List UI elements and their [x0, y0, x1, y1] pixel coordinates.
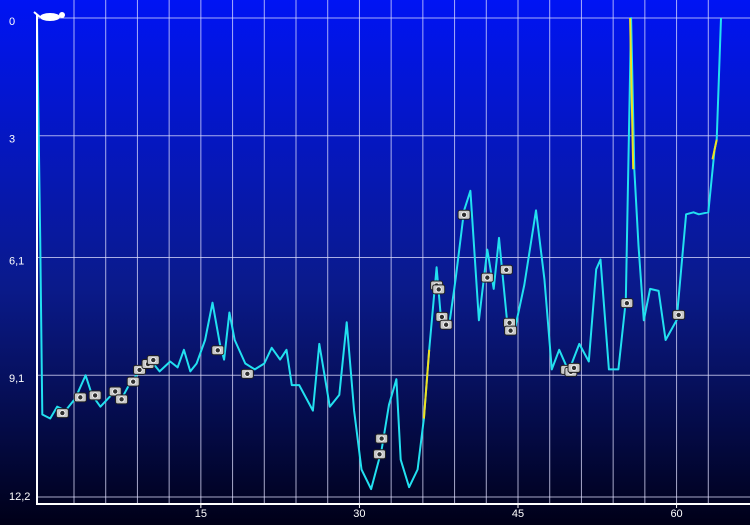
photo-icon-lens	[675, 311, 682, 318]
photo-marker	[126, 376, 140, 387]
photo-icon-lens	[77, 394, 84, 401]
photo-icon-lens	[92, 392, 99, 399]
photo-icon-lens	[623, 300, 630, 307]
x-tick-label: 45	[512, 508, 524, 520]
photo-icon-lens	[214, 347, 221, 354]
photo-icon-lens	[376, 451, 383, 458]
photo-marker	[432, 284, 446, 295]
photo-icon-lens	[461, 211, 468, 218]
photo-icon-lens	[571, 364, 578, 371]
y-tick-label: 0	[9, 16, 15, 28]
photo-icon-lens	[59, 410, 66, 417]
photo-marker	[480, 272, 494, 283]
photo-icon-lens	[136, 366, 143, 373]
photo-marker	[672, 309, 686, 320]
photo-marker	[504, 325, 518, 336]
x-tick-label: 15	[195, 508, 207, 520]
photo-marker	[73, 392, 87, 403]
photo-marker	[88, 390, 102, 401]
photo-marker	[503, 317, 517, 328]
photo-icon-lens	[484, 274, 491, 281]
y-tick-label: 9,1	[9, 373, 24, 385]
photo-marker	[211, 345, 225, 356]
photo-icon-lens	[438, 313, 445, 320]
y-tick-label: 6,1	[9, 255, 24, 267]
photo-icon-lens	[435, 286, 442, 293]
photo-icon-lens	[112, 388, 119, 395]
photo-icon-lens	[118, 396, 125, 403]
photo-icon-lens	[130, 378, 137, 385]
photo-icon-lens	[244, 370, 251, 377]
y-tick-label: 3	[9, 134, 15, 146]
photo-icon-lens	[378, 435, 385, 442]
photo-marker	[55, 408, 69, 419]
photo-marker	[115, 394, 129, 405]
photo-marker	[620, 298, 634, 309]
photo-icon-lens	[506, 319, 513, 326]
photo-marker	[567, 362, 581, 373]
diver-icon	[33, 11, 65, 21]
photo-marker	[146, 355, 160, 366]
x-tick-label: 60	[670, 508, 682, 520]
photo-icon-lens	[443, 321, 450, 328]
photo-marker	[373, 449, 387, 460]
photo-marker	[499, 264, 513, 275]
photo-marker	[439, 319, 453, 330]
photo-marker	[108, 386, 122, 397]
photo-icon-lens	[150, 357, 157, 364]
photo-marker	[240, 368, 254, 379]
photo-marker	[457, 209, 471, 220]
x-tick-label: 30	[353, 508, 365, 520]
depth-line	[422, 17, 718, 419]
y-tick-label: 12,2	[9, 491, 30, 503]
photo-icon-lens	[503, 266, 510, 273]
photo-icon-lens	[507, 327, 514, 334]
photo-marker	[375, 433, 389, 444]
